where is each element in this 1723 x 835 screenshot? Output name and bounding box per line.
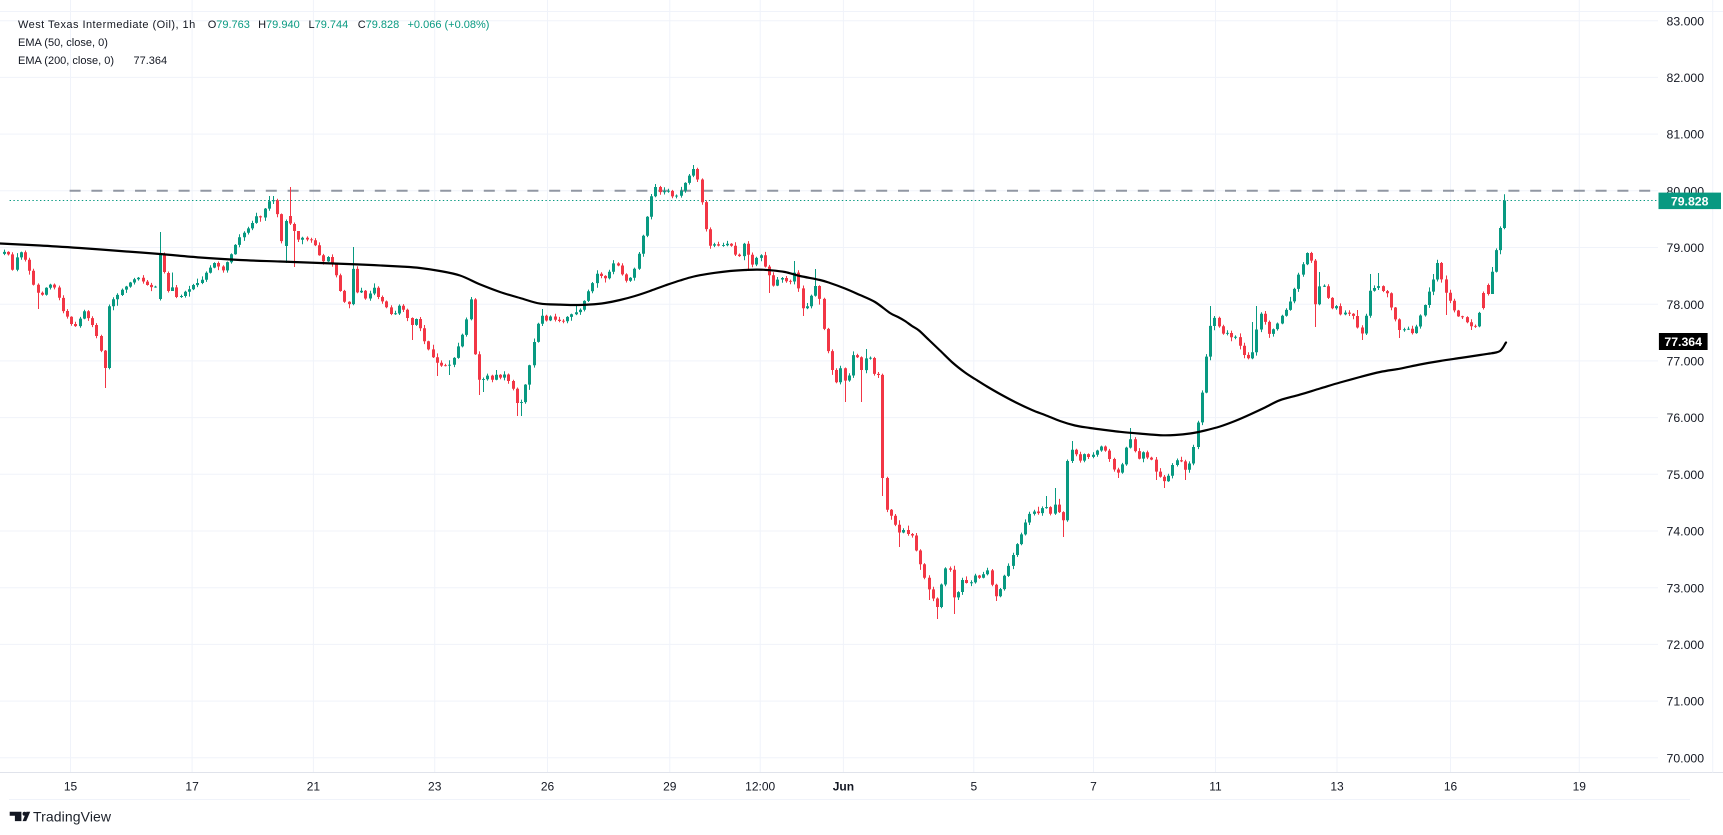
svg-text:77.000: 77.000 <box>1667 355 1705 369</box>
svg-text:EMA (50, close, 0): EMA (50, close, 0) <box>18 37 108 49</box>
svg-text:23: 23 <box>428 780 442 794</box>
svg-text:29: 29 <box>663 780 677 794</box>
svg-text:EMA (200, close, 0): EMA (200, close, 0) <box>18 55 114 67</box>
svg-text:7: 7 <box>1090 780 1097 794</box>
svg-text:West Texas Intermediate (Oil),: West Texas Intermediate (Oil), 1h <box>18 19 196 31</box>
svg-text:73.000: 73.000 <box>1667 581 1705 595</box>
svg-text:TradingView: TradingView <box>33 808 112 824</box>
svg-text:5: 5 <box>970 780 977 794</box>
svg-text:+0.066 (+0.08%): +0.066 (+0.08%) <box>408 19 490 31</box>
svg-text:71.000: 71.000 <box>1667 695 1705 709</box>
svg-text:78.000: 78.000 <box>1667 298 1705 312</box>
svg-text:C79.828: C79.828 <box>358 19 400 31</box>
svg-text:O79.763: O79.763 <box>208 19 250 31</box>
svg-text:83.000: 83.000 <box>1667 14 1705 28</box>
svg-text:17: 17 <box>185 780 199 794</box>
svg-text:L79.744: L79.744 <box>309 19 349 31</box>
svg-text:26: 26 <box>541 780 555 794</box>
svg-text:12:00: 12:00 <box>745 780 775 794</box>
svg-text:76.000: 76.000 <box>1667 411 1705 425</box>
svg-text:79.000: 79.000 <box>1667 241 1705 255</box>
svg-text:77.364: 77.364 <box>1664 335 1702 349</box>
svg-text:75.000: 75.000 <box>1667 468 1705 482</box>
svg-text:70.000: 70.000 <box>1667 751 1705 765</box>
svg-text:11: 11 <box>1209 780 1222 794</box>
svg-text:Jun: Jun <box>833 780 854 794</box>
svg-text:15: 15 <box>64 780 78 794</box>
svg-text:19: 19 <box>1573 780 1587 794</box>
svg-text:H79.940: H79.940 <box>258 19 300 31</box>
svg-text:16: 16 <box>1444 780 1458 794</box>
svg-text:74.000: 74.000 <box>1667 525 1705 539</box>
svg-text:21: 21 <box>307 780 321 794</box>
svg-text:79.828: 79.828 <box>1671 194 1709 208</box>
svg-text:13: 13 <box>1330 780 1344 794</box>
svg-text:72.000: 72.000 <box>1667 638 1705 652</box>
svg-text:82.000: 82.000 <box>1667 71 1705 85</box>
svg-text:77.364: 77.364 <box>134 55 168 67</box>
svg-text:81.000: 81.000 <box>1667 128 1705 142</box>
